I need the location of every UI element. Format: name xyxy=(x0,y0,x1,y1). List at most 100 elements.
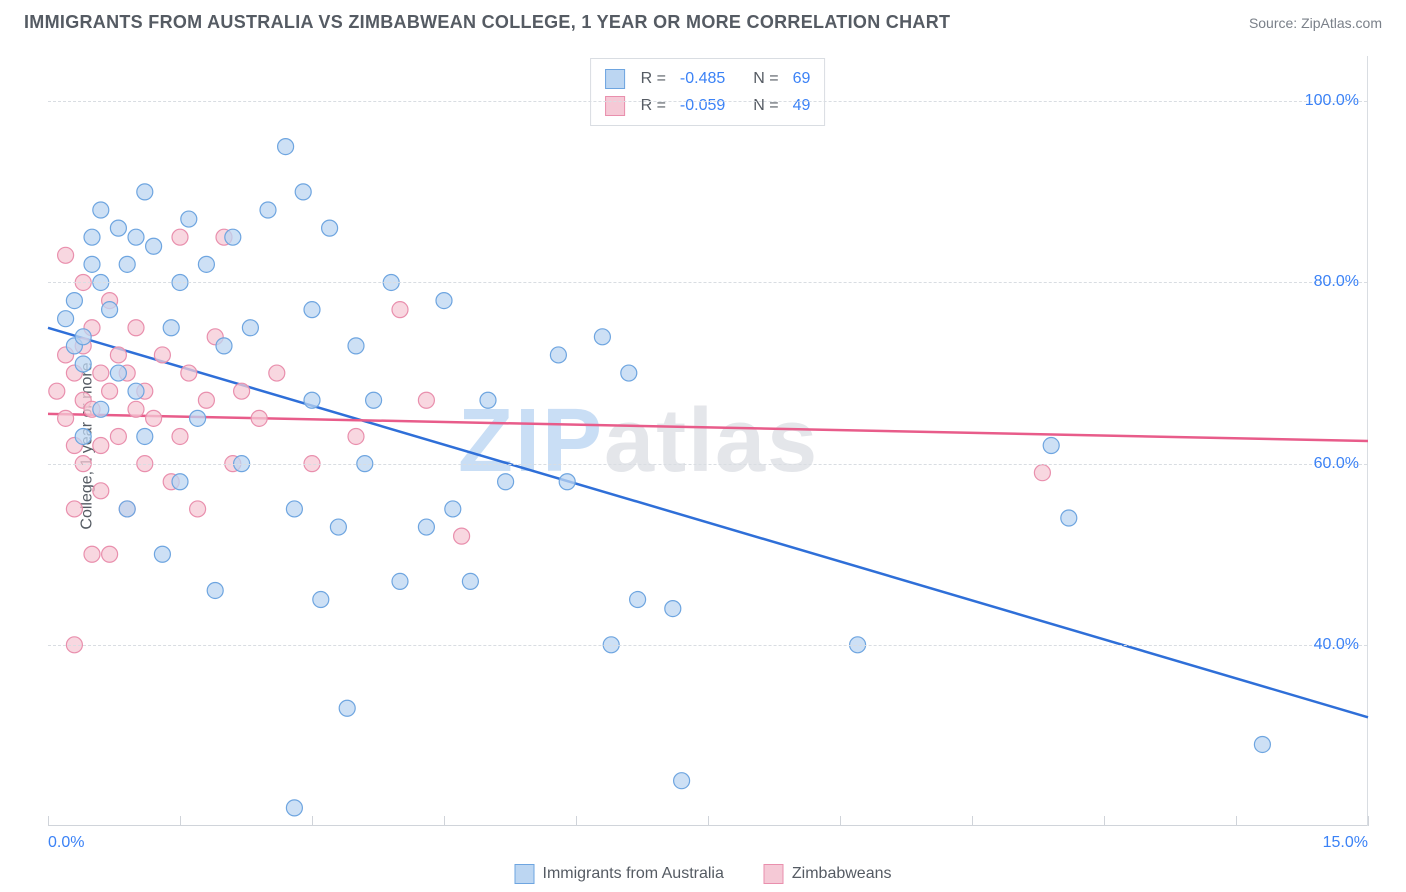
chart-title: IMMIGRANTS FROM AUSTRALIA VS ZIMBABWEAN … xyxy=(24,12,950,33)
data-point xyxy=(322,220,338,236)
data-point xyxy=(190,501,206,517)
data-point xyxy=(480,392,496,408)
legend-row: R = -0.485 N = 69 xyxy=(605,65,811,92)
data-point xyxy=(550,347,566,363)
stat-value-r: -0.485 xyxy=(680,65,725,92)
data-point xyxy=(304,392,320,408)
data-point xyxy=(172,229,188,245)
legend-swatch xyxy=(605,69,625,89)
data-point xyxy=(58,311,74,327)
data-point xyxy=(110,347,126,363)
chart-area: ZIPatlas R =-0.485N =69R =-0.059N =49 40… xyxy=(48,56,1368,826)
data-point xyxy=(295,184,311,200)
legend-item: Immigrants from Australia xyxy=(515,864,724,884)
stat-value-n: 49 xyxy=(793,92,811,119)
data-point xyxy=(137,184,153,200)
data-point xyxy=(102,383,118,399)
scatter-plot xyxy=(48,56,1367,826)
gridline xyxy=(48,645,1367,646)
data-point xyxy=(225,229,241,245)
x-tick xyxy=(444,816,445,826)
data-point xyxy=(110,220,126,236)
data-point xyxy=(163,320,179,336)
x-tick xyxy=(180,816,181,826)
y-tick-label: 100.0% xyxy=(1305,92,1359,110)
data-point xyxy=(260,202,276,218)
data-point xyxy=(128,229,144,245)
data-point xyxy=(392,302,408,318)
legend-item: Zimbabweans xyxy=(764,864,892,884)
data-point xyxy=(207,582,223,598)
legend-label: Immigrants from Australia xyxy=(543,865,724,883)
data-point xyxy=(313,592,329,608)
data-point xyxy=(1043,438,1059,454)
data-point xyxy=(436,293,452,309)
data-point xyxy=(594,329,610,345)
stat-value-r: -0.059 xyxy=(680,92,725,119)
data-point xyxy=(102,302,118,318)
x-tick xyxy=(576,816,577,826)
x-tick xyxy=(972,816,973,826)
data-point xyxy=(498,474,514,490)
data-point xyxy=(286,800,302,816)
data-point xyxy=(278,139,294,155)
data-point xyxy=(366,392,382,408)
data-point xyxy=(137,428,153,444)
data-point xyxy=(172,474,188,490)
data-point xyxy=(75,329,91,345)
data-point xyxy=(154,347,170,363)
data-point xyxy=(1254,736,1270,752)
stat-label-r: R = xyxy=(641,65,666,92)
data-point xyxy=(286,501,302,517)
stat-value-n: 69 xyxy=(793,65,811,92)
x-tick-label: 0.0% xyxy=(48,834,84,852)
data-point xyxy=(559,474,575,490)
data-point xyxy=(146,238,162,254)
data-point xyxy=(93,438,109,454)
data-point xyxy=(93,202,109,218)
x-tick-label: 15.0% xyxy=(1323,834,1368,852)
stat-label-n: N = xyxy=(753,92,778,119)
x-tick xyxy=(1368,816,1369,826)
data-point xyxy=(304,302,320,318)
data-point xyxy=(674,773,690,789)
data-point xyxy=(445,501,461,517)
y-tick-label: 80.0% xyxy=(1314,273,1359,291)
data-point xyxy=(128,401,144,417)
stat-label-n: N = xyxy=(753,65,778,92)
data-point xyxy=(348,428,364,444)
data-point xyxy=(58,410,74,426)
data-point xyxy=(110,365,126,381)
data-point xyxy=(348,338,364,354)
x-tick xyxy=(312,816,313,826)
x-tick xyxy=(48,816,49,826)
legend-swatch xyxy=(515,864,535,884)
data-point xyxy=(84,229,100,245)
data-point xyxy=(58,247,74,263)
source-attribution: Source: ZipAtlas.com xyxy=(1249,15,1382,31)
data-point xyxy=(181,365,197,381)
data-point xyxy=(418,392,434,408)
x-tick xyxy=(1236,816,1237,826)
data-point xyxy=(75,428,91,444)
data-point xyxy=(154,546,170,562)
x-tick xyxy=(1104,816,1105,826)
stats-legend: R = -0.485 N = 69R = -0.059 N = 49 xyxy=(590,58,826,126)
data-point xyxy=(93,401,109,417)
data-point xyxy=(621,365,637,381)
gridline xyxy=(48,282,1367,283)
data-point xyxy=(102,546,118,562)
data-point xyxy=(1061,510,1077,526)
data-point xyxy=(49,383,65,399)
data-point xyxy=(66,501,82,517)
data-point xyxy=(172,428,188,444)
data-point xyxy=(84,546,100,562)
legend-swatch xyxy=(605,96,625,116)
data-point xyxy=(418,519,434,535)
data-point xyxy=(242,320,258,336)
gridline xyxy=(48,464,1367,465)
data-point xyxy=(251,410,267,426)
data-point xyxy=(66,293,82,309)
series-legend: Immigrants from Australia Zimbabweans xyxy=(515,864,892,884)
data-point xyxy=(630,592,646,608)
